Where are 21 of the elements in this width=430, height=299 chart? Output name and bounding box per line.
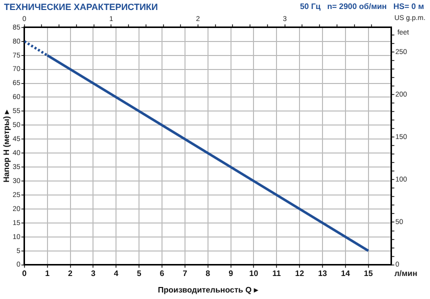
x-tick-label: 8 (206, 268, 211, 278)
x-tick-label: 3 (90, 268, 96, 278)
x-tick-label: 5 (136, 268, 142, 278)
x-tick-label: 6 (160, 268, 165, 278)
x-tick-label: 10 (249, 268, 259, 278)
x-tick-label: 0 (22, 268, 28, 278)
x-tick-label: 7 (182, 268, 188, 278)
x-tick-label: 15 (364, 268, 374, 278)
x-tick-label: 9 (228, 268, 234, 278)
x-tick-label: 12 (295, 268, 305, 278)
x-tick-label: 1 (45, 268, 50, 278)
chart-title: ТЕХНИЧЕСКИЕ ХАРАКТЕРИСТИКИ (4, 2, 158, 14)
x-tick-label: 11 (272, 268, 282, 278)
text: л/мин (394, 269, 418, 278)
y-axis-title: Напор H (метры) ▸ (2, 108, 12, 182)
x-tick-label: 4 (114, 268, 119, 278)
x-tick-label: 2 (68, 268, 74, 278)
x-axis-title: Производительность Q ▸ (158, 285, 259, 294)
chart-subtitle: 50 Гц n= 2900 об/мин HS= 0 м (300, 2, 424, 13)
x-tick-label: 13 (318, 268, 328, 278)
x-tick-label: 14 (341, 268, 350, 278)
